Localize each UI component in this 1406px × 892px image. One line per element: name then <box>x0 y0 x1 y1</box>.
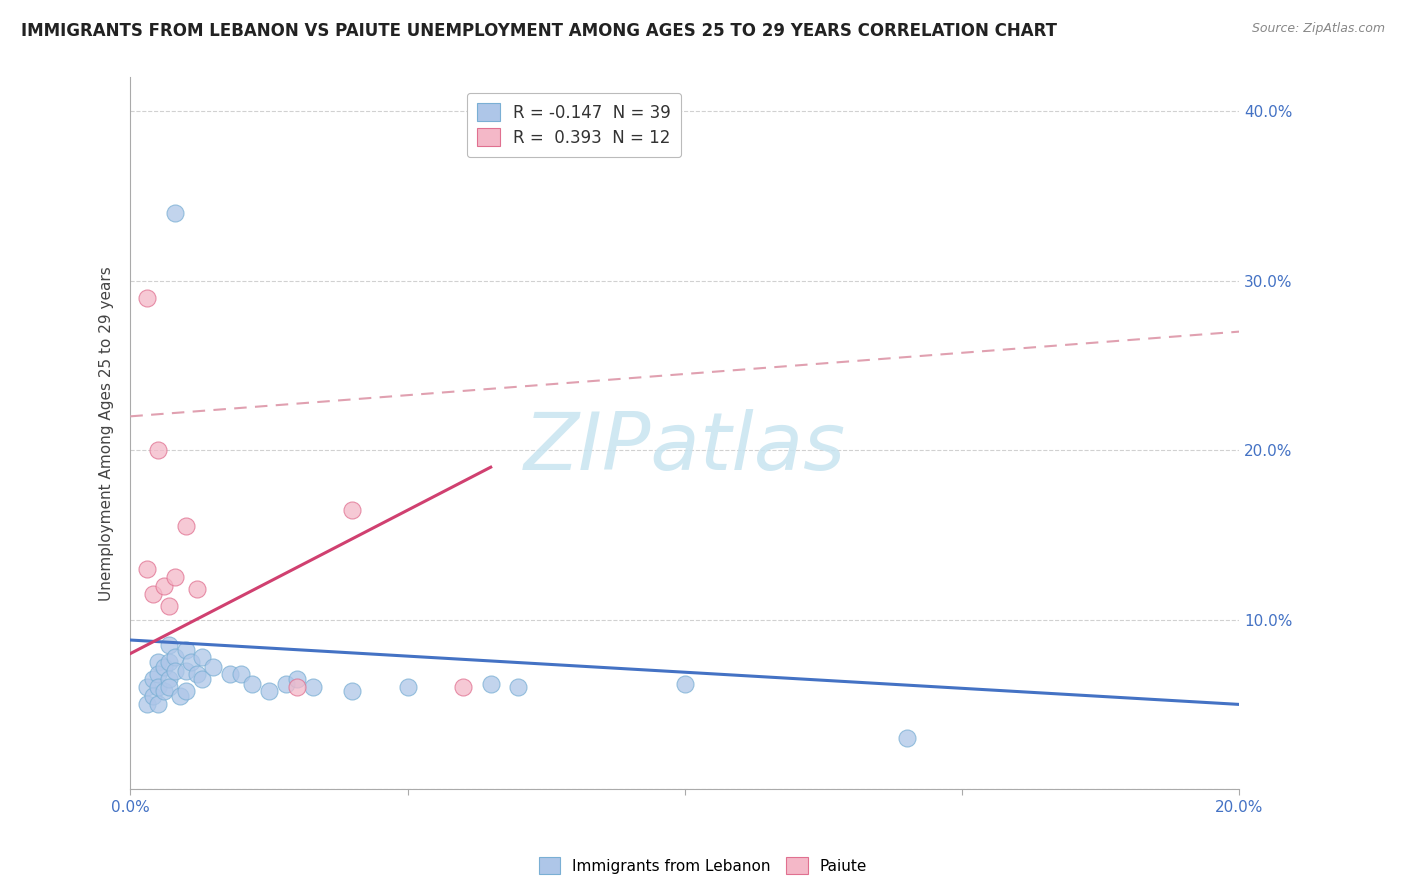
Point <box>285 672 308 686</box>
Point <box>136 291 159 305</box>
Point <box>152 660 174 674</box>
Y-axis label: Unemployment Among Ages 25 to 29 years: Unemployment Among Ages 25 to 29 years <box>100 266 114 600</box>
Point <box>174 643 197 657</box>
Point <box>169 689 191 703</box>
Point <box>174 684 197 698</box>
Text: ZIPatlas: ZIPatlas <box>523 409 846 486</box>
Point <box>396 681 419 695</box>
Point <box>896 731 918 746</box>
Point <box>180 655 202 669</box>
Point <box>340 502 363 516</box>
Point <box>240 677 263 691</box>
Point <box>163 650 186 665</box>
Point <box>136 681 159 695</box>
Point <box>141 672 163 686</box>
Point <box>673 677 696 691</box>
Point <box>136 562 159 576</box>
Point <box>202 660 225 674</box>
Point <box>157 681 180 695</box>
Point <box>152 684 174 698</box>
Point <box>219 667 242 681</box>
Legend: R = -0.147  N = 39, R =  0.393  N = 12: R = -0.147 N = 39, R = 0.393 N = 12 <box>467 93 681 157</box>
Point <box>479 677 502 691</box>
Point <box>302 681 325 695</box>
Point <box>157 599 180 614</box>
Point <box>174 519 197 533</box>
Point <box>285 681 308 695</box>
Point <box>163 664 186 678</box>
Point <box>146 443 169 458</box>
Point <box>231 667 253 681</box>
Text: IMMIGRANTS FROM LEBANON VS PAIUTE UNEMPLOYMENT AMONG AGES 25 TO 29 YEARS CORRELA: IMMIGRANTS FROM LEBANON VS PAIUTE UNEMPL… <box>21 22 1057 40</box>
Point <box>163 570 186 584</box>
Point <box>274 677 297 691</box>
Point <box>191 650 214 665</box>
Point <box>174 664 197 678</box>
Point <box>157 655 180 669</box>
Point <box>152 579 174 593</box>
Point <box>451 681 474 695</box>
Point <box>136 698 159 712</box>
Point <box>191 672 214 686</box>
Point <box>186 582 208 597</box>
Point <box>146 667 169 681</box>
Point <box>141 689 163 703</box>
Point <box>163 206 186 220</box>
Point <box>257 684 280 698</box>
Legend: Immigrants from Lebanon, Paiute: Immigrants from Lebanon, Paiute <box>533 851 873 880</box>
Text: Source: ZipAtlas.com: Source: ZipAtlas.com <box>1251 22 1385 36</box>
Point <box>146 655 169 669</box>
Point <box>508 681 530 695</box>
Point <box>146 698 169 712</box>
Point <box>146 681 169 695</box>
Point <box>340 684 363 698</box>
Point <box>157 672 180 686</box>
Point <box>157 638 180 652</box>
Point <box>186 667 208 681</box>
Point <box>141 587 163 601</box>
